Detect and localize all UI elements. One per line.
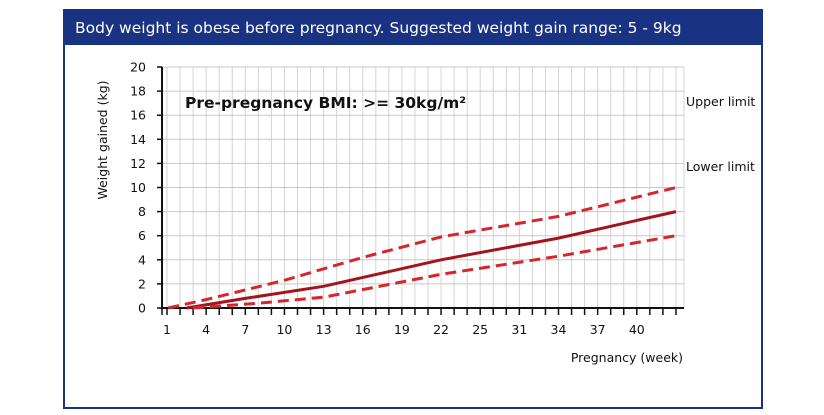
x-tick-label: 4	[202, 322, 210, 337]
series-lines	[167, 186, 677, 310]
x-tick-label: 1	[163, 322, 171, 337]
x-tick-label: 7	[241, 322, 249, 337]
average-gain-line	[186, 210, 677, 310]
y-tick-label: 8	[138, 204, 146, 219]
y-tick-label: 12	[130, 156, 146, 171]
upper-limit-label: Upper limit	[686, 94, 755, 109]
y-tick-label: 10	[130, 180, 146, 195]
lower-limit-label: Lower limit	[686, 159, 755, 174]
bmi-annotation: Pre-pregnancy BMI: >= 30kg/m²	[185, 94, 466, 112]
x-tick-label: 25	[472, 322, 488, 337]
chart-card: Body weight is obese before pregnancy. S…	[63, 9, 763, 409]
x-axis-label: Pregnancy (week)	[571, 350, 683, 365]
x-tick-label: 16	[355, 322, 371, 337]
x-tick-label: 10	[276, 322, 292, 337]
chart-header: Body weight is obese before pregnancy. S…	[65, 11, 761, 45]
x-tick-label: 19	[394, 322, 410, 337]
y-tick-label: 6	[138, 228, 146, 243]
y-tick-label: 18	[130, 84, 146, 99]
upper-limit-line	[167, 186, 677, 310]
x-tick-label: 22	[433, 322, 449, 337]
y-tick-label: 16	[130, 108, 146, 123]
lower-limit-line	[192, 234, 677, 310]
y-tick-label: 4	[138, 252, 146, 267]
y-axis-label: Weight gained (kg)	[95, 80, 110, 199]
y-tick-label: 0	[138, 301, 146, 316]
x-tick-label: 31	[511, 322, 527, 337]
x-tick-label: 37	[590, 322, 606, 337]
grid	[162, 66, 685, 309]
y-tick-label: 20	[130, 60, 146, 75]
x-tick-label: 34	[551, 322, 567, 337]
y-tick-label: 14	[130, 132, 146, 147]
x-tick-label: 13	[316, 322, 332, 337]
y-tick-label: 2	[138, 276, 146, 291]
x-tick-label: 40	[629, 322, 645, 337]
